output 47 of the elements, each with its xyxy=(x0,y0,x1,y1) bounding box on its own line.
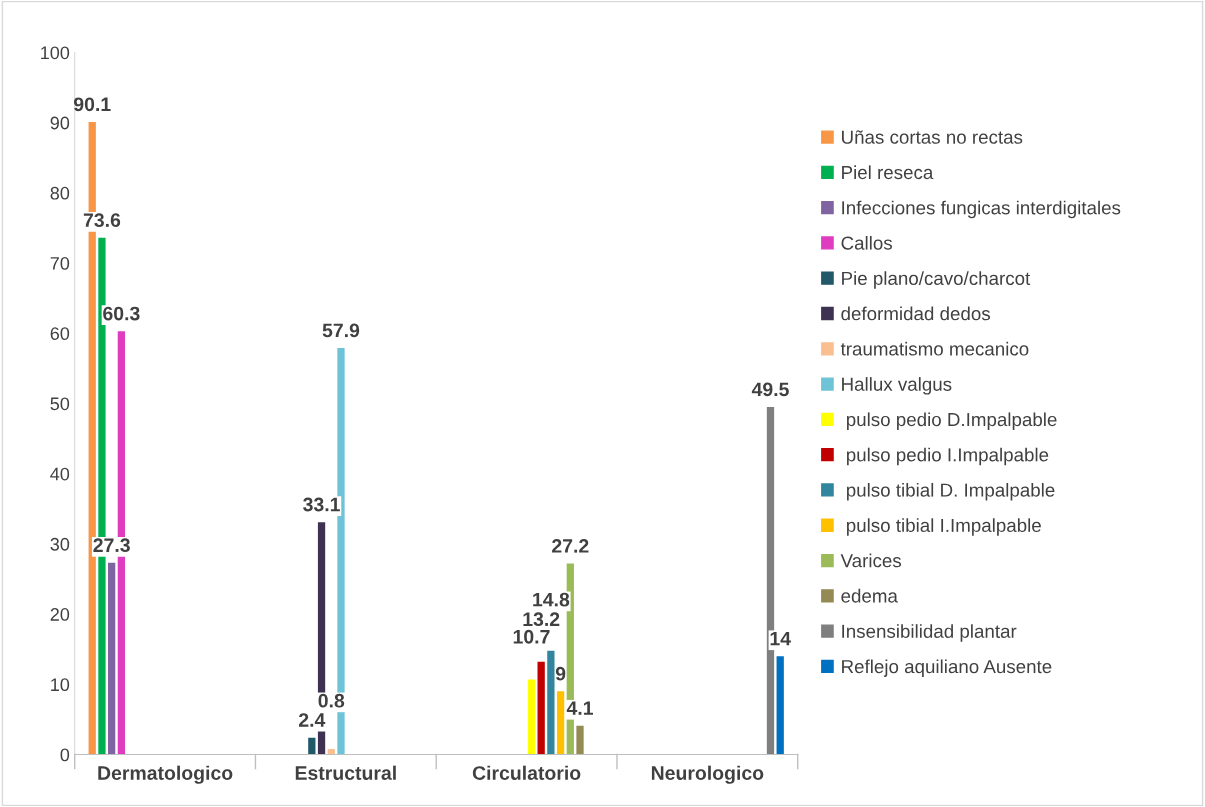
data-label: 9 xyxy=(555,666,566,681)
y-tick-label: 80 xyxy=(50,186,70,200)
legend-label: Hallux valgus xyxy=(842,377,952,395)
y-tick-label: 40 xyxy=(50,467,70,481)
legend-label: traumatismo mecanico xyxy=(840,341,1029,356)
data-label: 90.1 xyxy=(73,97,111,112)
legend-label: Pie plano/cavo/charcot xyxy=(842,271,1031,289)
legend-label: Insensibilidad plantar xyxy=(842,624,1017,642)
legend-label: deformidad dedos xyxy=(841,306,990,321)
legend-label: pulso pedio D.Impalpable xyxy=(846,412,1057,430)
y-tick-label: 50 xyxy=(50,397,70,411)
y-tick-label: 90 xyxy=(50,116,70,130)
y-tick-label: 30 xyxy=(50,537,70,551)
data-label: 14 xyxy=(770,631,791,646)
y-tick-label: 20 xyxy=(50,608,70,621)
data-label: 27.3 xyxy=(93,538,130,553)
legend-label: pulso tibial D. Impalpable xyxy=(846,482,1055,501)
data-label: 14.8 xyxy=(533,592,570,607)
data-label: 57.9 xyxy=(322,323,360,338)
legend-label: Callos xyxy=(841,235,892,250)
legend-label: pulso tibial I.Impalpable xyxy=(846,518,1041,536)
legend-label: Piel reseca xyxy=(842,165,934,180)
data-label: 60.3 xyxy=(103,306,140,321)
legend-label: Reflejo aquiliano Ausente xyxy=(842,659,1052,677)
x-tick-label: Dermatologico xyxy=(98,765,233,784)
data-label: 27.2 xyxy=(552,539,589,553)
x-tick-label: Estructural xyxy=(295,765,396,780)
data-label: 2.4 xyxy=(298,713,326,727)
legend-label: Infecciones fungicas interdigitales xyxy=(842,200,1121,219)
y-tick-label: 0 xyxy=(60,748,70,762)
y-tick-label: 60 xyxy=(50,327,70,341)
data-label: 73.6 xyxy=(83,213,121,228)
data-label: 4.1 xyxy=(566,701,593,715)
x-tick-label: Circulatorio xyxy=(472,765,581,780)
y-tick-label: 100 xyxy=(41,46,70,60)
y-tick-label: 70 xyxy=(50,257,70,270)
legend-label: edema xyxy=(841,588,898,603)
data-label: 10.7 xyxy=(513,629,550,644)
data-label: 13.2 xyxy=(523,612,560,627)
data-label: 0.8 xyxy=(318,693,345,708)
data-label: 49.5 xyxy=(751,382,789,397)
legend-label: Varices xyxy=(840,553,902,568)
legend-label: pulso pedio I.Impalpable xyxy=(846,447,1049,466)
data-label: 33.1 xyxy=(303,497,340,512)
x-tick-label: Neurologico xyxy=(651,765,764,784)
y-tick-label: 10 xyxy=(51,678,70,692)
legend-label: Uñas cortas no rectas xyxy=(842,130,1023,144)
